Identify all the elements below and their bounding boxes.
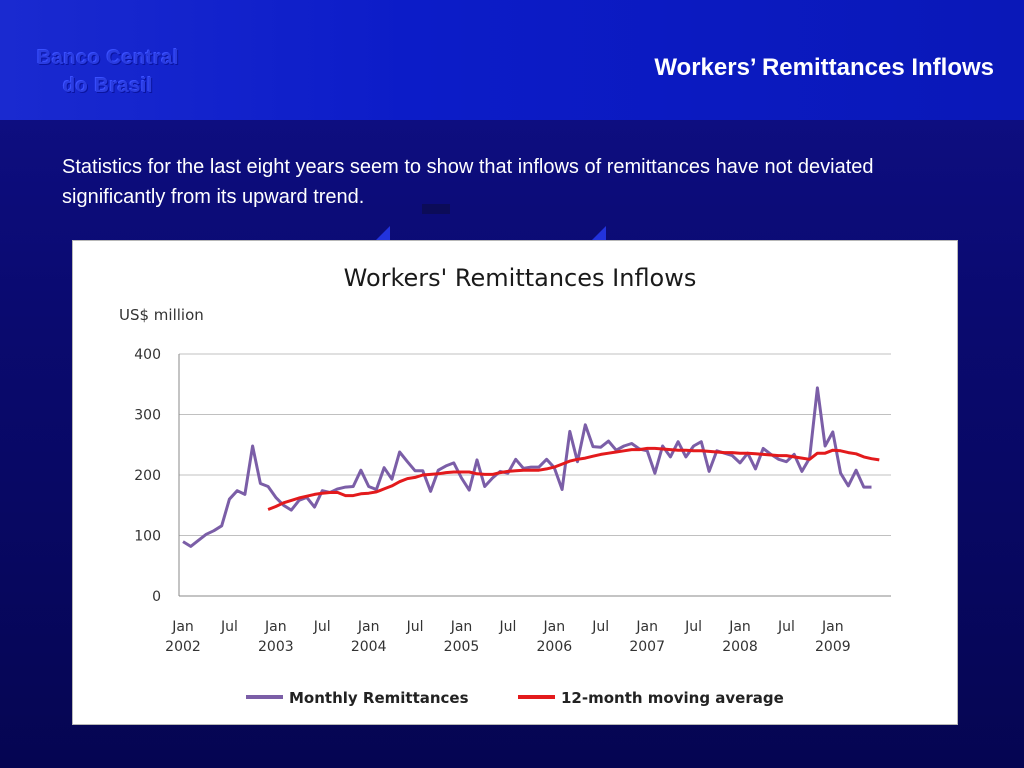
x-tick-month-2005-07: Jul <box>498 619 516 635</box>
bank-logo: Banco Central do Brasil <box>8 44 208 100</box>
x-tick-month-2004-07: Jul <box>406 619 424 635</box>
x-tick-month-2007-01: Jan <box>635 619 658 635</box>
x-tick-year-2004: 2004 <box>351 639 387 655</box>
x-tick-month-2004-01: Jan <box>357 619 380 635</box>
y-tick-100: 100 <box>134 529 161 545</box>
series-lines <box>182 386 880 548</box>
y-tick-200: 200 <box>134 468 161 484</box>
x-tick-month-2006-01: Jan <box>543 619 566 635</box>
decorative-arrow-right <box>592 226 606 240</box>
x-tick-month-2002-01: Jan <box>171 619 194 635</box>
series-line-moving-average <box>267 446 880 511</box>
x-tick-year-2003: 2003 <box>258 639 294 655</box>
x-tick-month-2005-01: Jan <box>450 619 473 635</box>
x-tick-year-2005: 2005 <box>444 639 480 655</box>
remittances-chart: Workers' Remittances Inflows US$ million… <box>72 240 958 725</box>
y-axis-label: US$ million <box>119 306 204 324</box>
logo-line-2: do Brasil <box>62 75 154 97</box>
chart-canvas: Workers' Remittances Inflows US$ million… <box>119 264 891 707</box>
x-tick-month-2008-01: Jan <box>728 619 751 635</box>
intro-text: Statistics for the last eight years seem… <box>62 156 874 208</box>
grid-lines <box>178 353 891 597</box>
series-line-monthly <box>182 386 872 548</box>
y-tick-0: 0 <box>152 589 161 605</box>
legend: Monthly Remittances 12-month moving aver… <box>246 689 784 707</box>
x-tick-month-2003-07: Jul <box>313 619 331 635</box>
x-tick-month-2003-01: Jan <box>264 619 287 635</box>
x-tick-month-2006-07: Jul <box>591 619 609 635</box>
x-tick-month-2002-07: Jul <box>220 619 238 635</box>
x-tick-year-2007: 2007 <box>629 639 665 655</box>
y-tick-labels: 0 100 200 300 400 <box>134 347 161 605</box>
header-bar: Banco Central do Brasil Workers’ Remitta… <box>0 0 1024 120</box>
x-tick-month-2009-01: Jan <box>821 619 844 635</box>
x-tick-year-2008: 2008 <box>722 639 758 655</box>
decorative-block <box>422 204 450 214</box>
x-tick-year-2002: 2002 <box>165 639 201 655</box>
x-tick-year-2006: 2006 <box>537 639 573 655</box>
slide-title: Workers’ Remittances Inflows <box>654 54 994 81</box>
legend-label-moving-average: 12-month moving average <box>561 689 784 707</box>
legend-label-monthly: Monthly Remittances <box>289 689 469 707</box>
x-tick-year-2009: 2009 <box>815 639 851 655</box>
x-tick-month-2008-07: Jul <box>777 619 795 635</box>
y-tick-400: 400 <box>134 347 161 363</box>
x-tick-month-2007-07: Jul <box>684 619 702 635</box>
x-tick-labels: Jan 2002 Jul Jan 2003 Jul Jan 2004 Jul Jan 2005 Jul… <box>165 619 850 655</box>
decorative-arrow-left <box>376 226 390 240</box>
logo-line-1: Banco Central <box>36 47 180 69</box>
chart-title: Workers' Remittances Inflows <box>344 264 697 292</box>
y-tick-300: 300 <box>134 408 161 424</box>
